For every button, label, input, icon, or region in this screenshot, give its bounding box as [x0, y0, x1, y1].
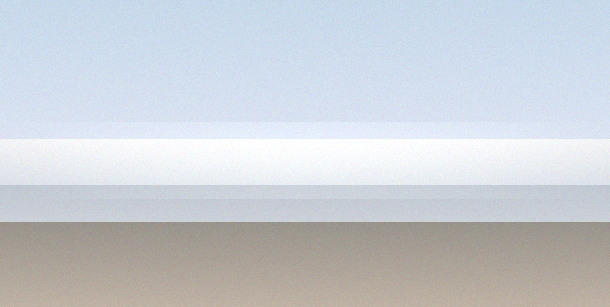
- Y-axis label: weekly average CO₂ (ppm): weekly average CO₂ (ppm): [7, 70, 17, 220]
- X-axis label: year: year: [314, 290, 339, 300]
- Text: Mauna Loa Observatory, Hawaii: Mauna Loa Observatory, Hawaii: [50, 7, 293, 22]
- Text: week of May 26, 2013
400.01 ppm: week of May 26, 2013 400.01 ppm: [384, 28, 506, 89]
